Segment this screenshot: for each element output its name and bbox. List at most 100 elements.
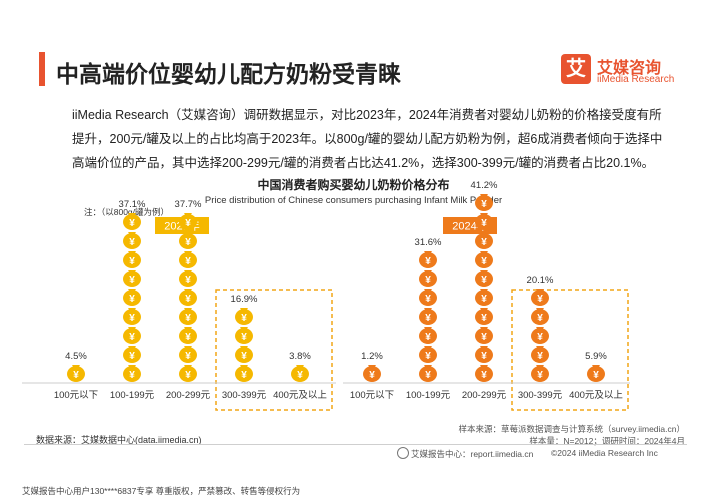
yuan-symbol: ¥ <box>425 275 431 286</box>
coin-bag-bar <box>179 309 197 325</box>
yuan-symbol: ¥ <box>129 256 135 267</box>
yuan-symbol: ¥ <box>425 332 431 343</box>
coin-bag-bar <box>179 271 197 287</box>
yuan-symbol: ¥ <box>185 237 191 248</box>
coin-bag-bar <box>235 309 253 325</box>
coin-bag-bar <box>419 309 437 325</box>
yuan-symbol: ¥ <box>185 332 191 343</box>
report-center-link[interactable]: 艾媒报告中心：report.iimedia.cn <box>411 449 534 459</box>
yuan-symbol: ¥ <box>537 294 543 305</box>
category-label: 300-399元 <box>222 390 267 401</box>
highlight-box <box>511 289 629 411</box>
yuan-symbol: ¥ <box>297 370 303 381</box>
coin-bag-bar <box>475 233 493 249</box>
sample-source: 样本来源：草莓派数据调查与计算系统（survey.iimedia.cn） <box>458 424 685 434</box>
data-label: 41.2% <box>471 180 498 191</box>
yuan-symbol: ¥ <box>481 313 487 324</box>
yuan-symbol: ¥ <box>481 351 487 362</box>
yuan-symbol: ¥ <box>537 370 543 381</box>
coin-bag-bar <box>235 347 253 363</box>
data-label: 1.2% <box>361 351 383 362</box>
yuan-symbol: ¥ <box>537 332 543 343</box>
coin-bag-bar <box>123 309 141 325</box>
yuan-symbol: ¥ <box>129 275 135 286</box>
coin-bag-bar <box>179 290 197 306</box>
yuan-symbol: ¥ <box>481 332 487 343</box>
yuan-symbol: ¥ <box>129 332 135 343</box>
yuan-symbol: ¥ <box>425 370 431 381</box>
brand-logo: 艾 艾媒咨询 iiMedia Research <box>561 54 701 90</box>
category-label: 100-199元 <box>110 390 155 401</box>
coin-bag-bar <box>179 347 197 363</box>
yuan-symbol: ¥ <box>425 256 431 267</box>
coin-bag-bar <box>475 290 493 306</box>
coin-bag-bar <box>475 271 493 287</box>
coin-bag-bar <box>123 290 141 306</box>
coin-bag-bar <box>123 366 141 382</box>
data-label: 5.9% <box>585 351 607 362</box>
yuan-symbol: ¥ <box>425 313 431 324</box>
yuan-symbol: ¥ <box>129 351 135 362</box>
yuan-symbol: ¥ <box>425 351 431 362</box>
yuan-symbol: ¥ <box>593 370 599 381</box>
coin-bag-bar <box>235 328 253 344</box>
logo-text-en: iiMedia Research <box>597 74 675 85</box>
yuan-symbol: ¥ <box>481 199 487 210</box>
yuan-symbol: ¥ <box>129 294 135 305</box>
yuan-symbol: ¥ <box>185 256 191 267</box>
data-source: 数据来源：艾媒数据中心(data.iimedia.cn) <box>36 435 202 445</box>
coin-bag-bar <box>475 309 493 325</box>
intro-paragraph: iiMedia Research（艾媒咨询）调研数据显示，对比2023年，202… <box>72 108 663 170</box>
yuan-symbol: ¥ <box>241 313 247 324</box>
yuan-symbol: ¥ <box>185 313 191 324</box>
data-label: 37.1% <box>119 199 146 210</box>
yuan-symbol: ¥ <box>129 313 135 324</box>
coin-bag-bar <box>123 271 141 287</box>
coin-bag-bar <box>179 214 197 230</box>
yuan-symbol: ¥ <box>481 237 487 248</box>
highlight-box <box>215 289 333 411</box>
yuan-symbol: ¥ <box>481 218 487 229</box>
sample-size: 样本量：N=2012；调研时间：2024年4月 <box>529 436 685 446</box>
coin-bag-bar <box>123 328 141 344</box>
yuan-symbol: ¥ <box>129 218 135 229</box>
yuan-symbol: ¥ <box>241 370 247 381</box>
yuan-symbol: ¥ <box>185 294 191 305</box>
coin-bag-bar <box>123 214 141 230</box>
category-label: 200-299元 <box>166 390 211 401</box>
yuan-symbol: ¥ <box>241 351 247 362</box>
coin-bag-bar <box>531 309 549 325</box>
coin-bag-bar <box>419 347 437 363</box>
page-title: 中高端价位婴幼儿配方奶粉受青睐 <box>56 61 401 87</box>
yuan-symbol: ¥ <box>481 256 487 267</box>
coin-bag-bar <box>419 290 437 306</box>
logo-icon: 艾 <box>561 54 591 84</box>
coin-bag-bar <box>419 271 437 287</box>
coin-bag-bar <box>67 366 85 382</box>
coin-bag-bar <box>475 252 493 268</box>
category-label: 400元及以上 <box>569 390 623 401</box>
coin-bag-bar <box>475 195 493 211</box>
data-label: 20.1% <box>527 275 554 286</box>
chart-subtitle: Price distribution of Chinese consumers … <box>204 195 503 206</box>
yuan-symbol: ¥ <box>481 294 487 305</box>
coin-bag-bar <box>475 328 493 344</box>
coin-bag-bar <box>531 328 549 344</box>
data-label: 37.7% <box>175 199 202 210</box>
report-center-icon <box>397 447 409 459</box>
yuan-symbol: ¥ <box>185 370 191 381</box>
coin-bag-bar <box>363 366 381 382</box>
chart-title: 中国消费者购买婴幼儿奶粉价格分布 <box>257 178 450 192</box>
price-distribution-chart: 2023年¥4.5%100元以下¥¥¥¥¥¥¥¥¥37.1%100-199元¥¥… <box>22 180 630 411</box>
data-label: 3.8% <box>289 351 311 362</box>
coin-bag-bar <box>123 252 141 268</box>
coin-bag-bar <box>123 233 141 249</box>
yuan-symbol: ¥ <box>185 218 191 229</box>
coin-bag-bar <box>531 290 549 306</box>
yuan-symbol: ¥ <box>425 294 431 305</box>
coin-bag-bar <box>179 252 197 268</box>
chart-note: 注：（以800g/罐为例） <box>84 207 170 217</box>
coin-bag-bar <box>419 252 437 268</box>
coin-bag-bar <box>235 366 253 382</box>
yuan-symbol: ¥ <box>369 370 375 381</box>
